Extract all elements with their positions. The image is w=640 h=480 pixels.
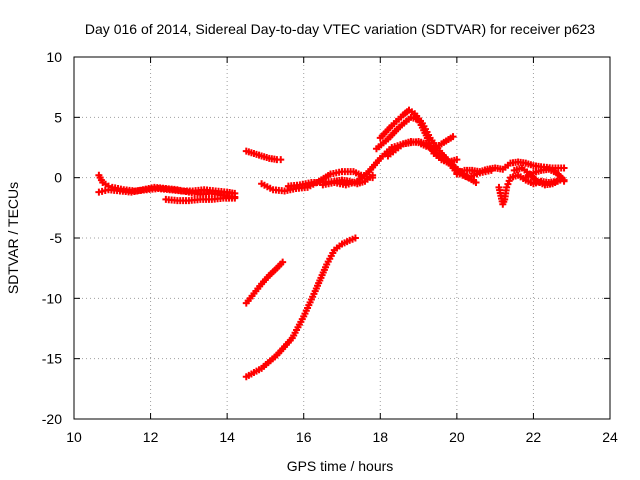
data-point [472,178,480,186]
series-arc-5 [242,258,287,307]
x-tick-label: 20 [449,429,465,445]
data-point [369,171,377,179]
y-tick-label: -5 [50,230,63,246]
y-tick-label: -20 [42,411,62,427]
data-point [277,156,285,164]
series-arc-3 [162,194,239,205]
data-point [279,258,287,266]
axis-ticks [73,56,611,420]
series-arc-6 [242,234,359,381]
data-point [560,164,568,172]
x-tick-label: 18 [372,429,388,445]
series-arc-4 [242,147,285,164]
data-marks [95,106,568,381]
series-arc-14 [495,171,560,208]
x-tick-label: 24 [602,429,618,445]
x-tick-label: 22 [526,429,542,445]
data-point [351,234,359,242]
y-tick-label: -15 [42,351,62,367]
y-axis-label: SDTVAR / TECUs [5,182,21,294]
axis-tick-labels: 10 12 14 16 18 20 22 24 -20 -15 -10 -5 0 5 10 [42,49,618,445]
data-point [231,194,239,202]
data-point [453,156,461,164]
data-point [449,133,457,141]
x-tick-label: 12 [143,429,159,445]
x-tick-label: 14 [219,429,235,445]
y-tick-label: 10 [46,49,62,65]
y-tick-label: 0 [54,170,62,186]
y-tick-label: -10 [42,290,62,306]
y-tick-label: 5 [54,109,62,125]
x-axis-label: GPS time / hours [287,458,394,474]
x-tick-label: 10 [66,429,82,445]
chart-title: Day 016 of 2014, Sidereal Day-to-day VTE… [85,21,595,37]
series-arc-16 [522,165,568,184]
series-arc-12 [384,137,461,166]
data-point [560,176,568,184]
x-tick-label: 16 [296,429,312,445]
